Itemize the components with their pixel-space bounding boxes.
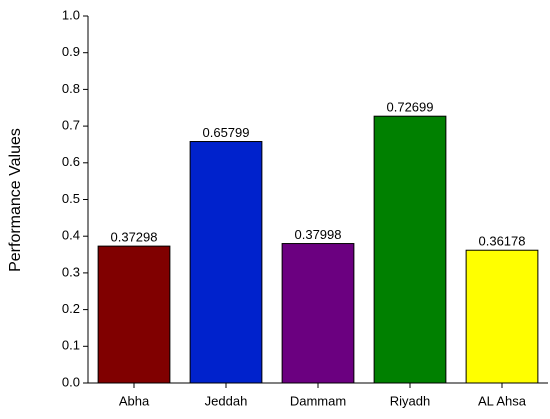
bar [465, 249, 539, 384]
value-label: 0.37298 [111, 230, 158, 245]
x-tick-label: AL Ahsa [478, 393, 527, 408]
value-label: 0.72699 [387, 100, 434, 115]
y-tick-label: 0.6 [62, 154, 80, 169]
value-label: 0.65799 [203, 125, 250, 140]
x-tick-label: Riyadh [390, 393, 430, 408]
x-tick-label: Dammam [290, 393, 346, 408]
value-label: 0.36178 [479, 234, 526, 249]
value-label: 0.37998 [295, 227, 342, 242]
y-tick-label: 0.9 [62, 44, 80, 59]
y-tick-label: 0.1 [62, 338, 80, 353]
y-tick-label: 0.4 [62, 228, 80, 243]
bar [189, 141, 263, 384]
y-tick-label: 0.2 [62, 301, 80, 316]
bar [97, 245, 171, 384]
bar [373, 115, 447, 384]
y-tick-label: 0.3 [62, 264, 80, 279]
y-axis-label: Performance Values [7, 128, 24, 272]
x-tick-label: Abha [119, 393, 150, 408]
y-tick-label: 0.0 [62, 374, 80, 389]
bar [281, 243, 355, 384]
y-tick-label: 0.8 [62, 81, 80, 96]
y-tick-label: 1.0 [62, 7, 80, 22]
y-tick-label: 0.5 [62, 191, 80, 206]
x-tick-label: Jeddah [205, 393, 248, 408]
y-tick-label: 0.7 [62, 118, 80, 133]
